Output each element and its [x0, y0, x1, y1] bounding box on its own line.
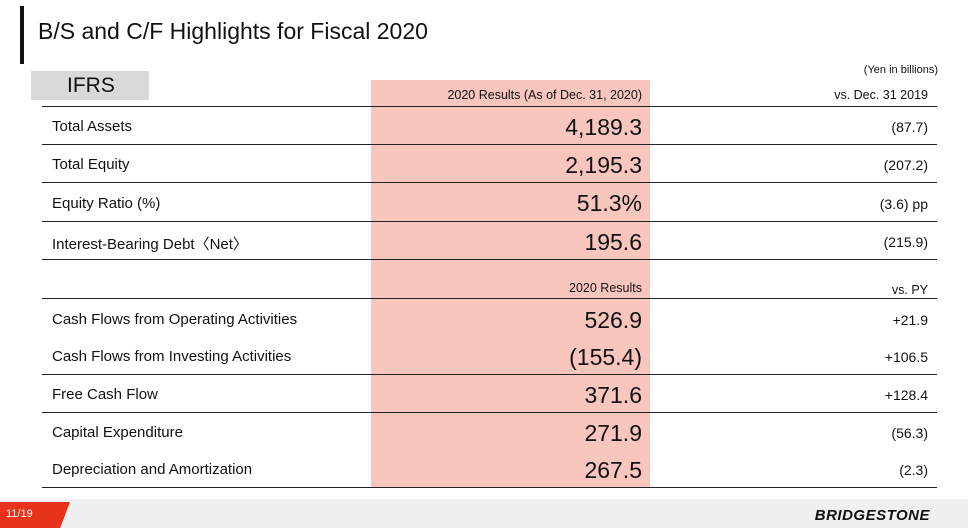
- row-value: 267.5: [584, 457, 642, 483]
- row-label: Total Equity: [52, 156, 130, 173]
- cf-delta-header: vs. PY: [891, 283, 928, 297]
- row-label: Interest-Bearing Debt〈Net〉: [52, 236, 248, 253]
- row-value: 51.3%: [576, 190, 642, 216]
- divider: [42, 374, 937, 375]
- ifrs-badge: IFRS: [31, 71, 149, 100]
- title-accent-bar: [20, 6, 24, 64]
- divider: [42, 412, 937, 413]
- cf-results-header: 2020 Results: [569, 281, 642, 295]
- page-number-tab: [0, 502, 70, 528]
- results-column-highlight: [371, 80, 650, 488]
- row-label: Capital Expenditure: [52, 424, 183, 441]
- row-label: Cash Flows from Operating Activities: [52, 311, 298, 328]
- row-label: Cash Flows from Investing Activities: [52, 348, 292, 365]
- ifrs-badge-label: IFRS: [67, 74, 115, 97]
- row-delta: (207.2): [883, 157, 928, 173]
- bs-results-header: 2020 Results (As of Dec. 31, 2020): [447, 88, 642, 102]
- row-label: Equity Ratio (%): [52, 195, 161, 212]
- row-delta: +106.5: [884, 349, 928, 365]
- divider: [42, 144, 937, 145]
- row-label: Total Assets: [52, 118, 133, 135]
- divider: [42, 298, 937, 299]
- bs-delta-header: vs. Dec. 31 2019: [834, 88, 928, 102]
- row-delta: (87.7): [891, 119, 928, 135]
- row-delta: (2.3): [899, 462, 928, 478]
- footer-bar: [0, 499, 968, 528]
- page-number: 11/19: [6, 508, 33, 520]
- unit-note: (Yen in billions): [863, 64, 938, 76]
- row-label: Free Cash Flow: [52, 386, 158, 403]
- page-title: B/S and C/F Highlights for Fiscal 2020: [38, 18, 428, 44]
- divider: [42, 259, 937, 260]
- row-value: 526.9: [584, 307, 642, 333]
- divider: [42, 106, 937, 107]
- row-value: 271.9: [584, 420, 642, 446]
- row-delta: +128.4: [884, 387, 928, 403]
- row-delta: (3.6) pp: [879, 196, 928, 212]
- row-delta: +21.9: [892, 312, 928, 328]
- row-value: 4,189.3: [565, 114, 642, 140]
- row-delta: (56.3): [891, 425, 928, 441]
- row-value: (155.4): [569, 344, 642, 370]
- row-value: 371.6: [584, 382, 642, 408]
- row-value: 2,195.3: [565, 152, 642, 178]
- bridgestone-logo: BRIDGESTONE: [814, 507, 930, 524]
- divider: [42, 221, 937, 222]
- row-label: Depreciation and Amortization: [52, 461, 253, 478]
- row-delta: (215.9): [883, 234, 928, 250]
- row-value: 195.6: [584, 229, 642, 255]
- divider: [42, 182, 937, 183]
- divider: [42, 487, 937, 488]
